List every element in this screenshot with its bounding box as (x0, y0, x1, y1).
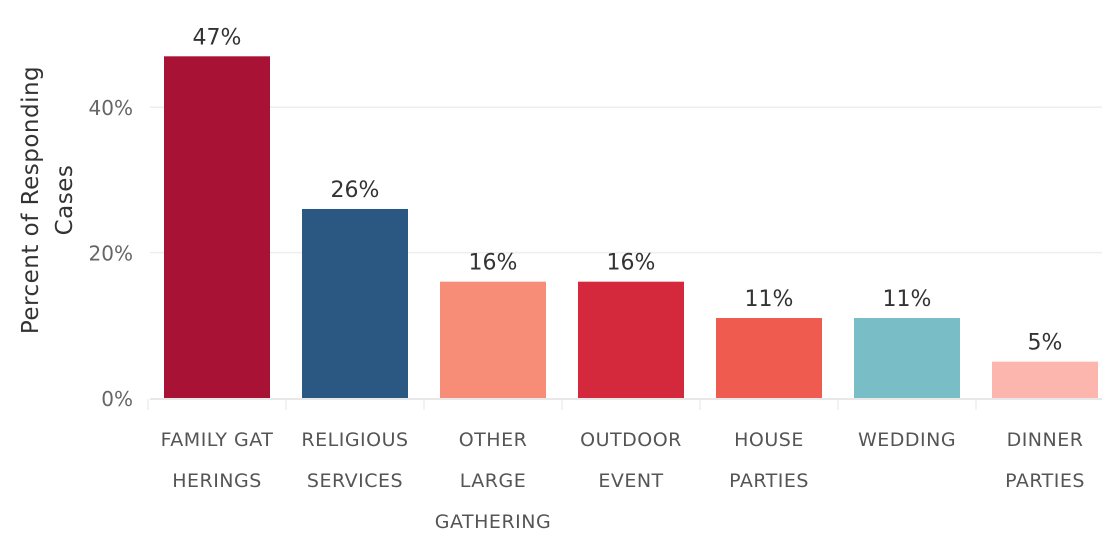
bar (440, 281, 546, 398)
x-tick-label: DINNER (1007, 429, 1084, 451)
bar (302, 208, 408, 398)
data-label: 16% (607, 251, 656, 276)
bar (992, 361, 1098, 398)
data-label: 11% (883, 287, 932, 312)
x-tick-label: EVENT (598, 470, 663, 492)
data-label: 26% (331, 178, 380, 203)
y-tick-label: 20% (89, 242, 133, 266)
x-tick-label: PARTIES (1005, 470, 1085, 492)
bar (578, 281, 684, 398)
y-axis-title-line: Cases (52, 165, 78, 236)
bar (164, 56, 270, 399)
x-tick-label: FAMILY GAT (161, 429, 274, 451)
y-axis-title: Percent of Responding Cases (18, 66, 78, 334)
x-tick-label: PARTIES (729, 470, 809, 492)
x-tick-label: HOUSE (734, 429, 804, 451)
x-tick-label: RELIGIOUS (301, 429, 408, 451)
data-label: 5% (1028, 331, 1063, 356)
y-tick-label: 40% (89, 96, 133, 120)
y-tick-label: 0% (101, 387, 133, 411)
x-tick-label: LARGE (460, 470, 526, 492)
x-tick-label: OUTDOOR (580, 429, 682, 451)
bar (716, 318, 822, 398)
y-axis-title-line: Percent of Responding (18, 66, 44, 334)
data-label: 16% (469, 251, 518, 276)
x-tick-label: SERVICES (307, 470, 403, 492)
bar (854, 318, 960, 398)
x-tick-label: GATHERING (435, 511, 551, 533)
bars (164, 56, 1098, 399)
data-label: 47% (193, 25, 242, 50)
x-tick-label: HERINGS (172, 470, 262, 492)
labels: 0% 20% 40% 47% FAMILY GAT HERINGS 26% RELIGIOUS… (89, 25, 1085, 533)
x-tick-label: OTHER (459, 429, 528, 451)
x-tick-label: WEDDING (858, 429, 956, 451)
data-label: 11% (745, 287, 794, 312)
